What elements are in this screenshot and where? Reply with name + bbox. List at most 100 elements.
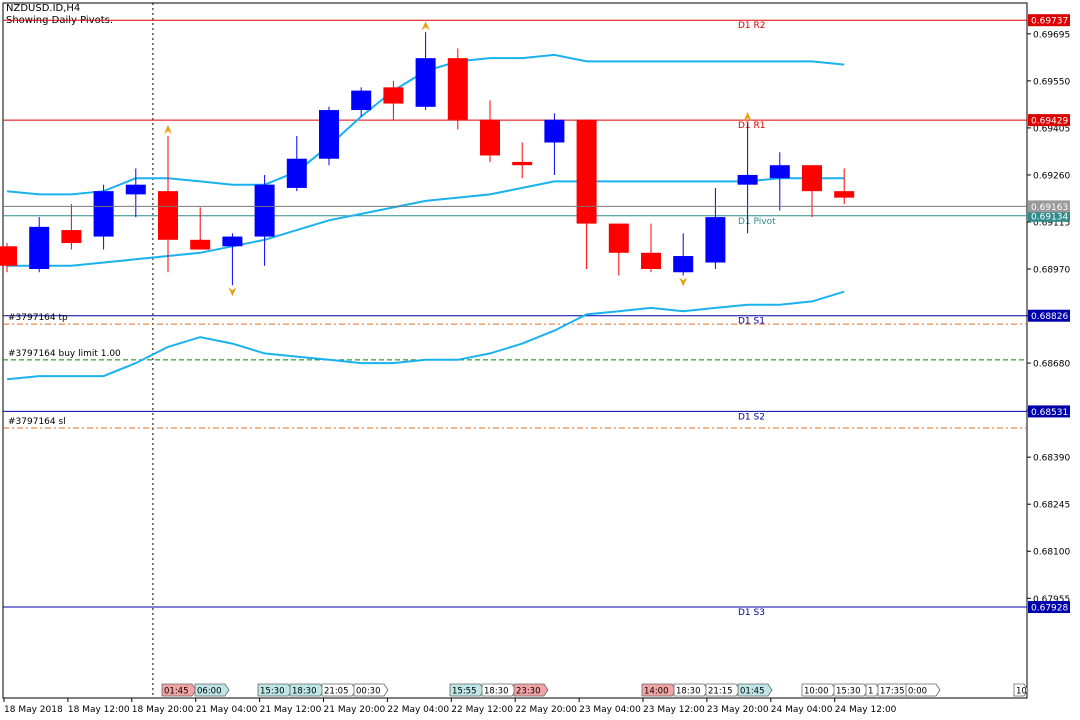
- time-tag[interactable]: [1013, 683, 1029, 697]
- candle-body[interactable]: [447, 58, 468, 120]
- candle-body[interactable]: [480, 119, 500, 156]
- y-tick-label: 0.68390: [1033, 454, 1070, 464]
- y-tick-label: 0.68100: [1033, 548, 1070, 558]
- x-tick-label: 22 May 20:00: [515, 705, 577, 715]
- time-tag-label: 14:00: [644, 687, 669, 697]
- time-tag-label: 17:35: [880, 687, 905, 697]
- y-tick-label: 0.69550: [1033, 77, 1070, 87]
- time-tag-label: 10:00: [804, 687, 829, 697]
- time-tag-label: 01:45: [164, 687, 189, 697]
- pivot-price-tag: [1028, 309, 1070, 322]
- plot-frame: [2, 2, 1028, 699]
- y-tick-label: 0.68970: [1033, 266, 1070, 276]
- candle-body[interactable]: [544, 119, 565, 143]
- candle-body[interactable]: [286, 158, 307, 188]
- x-tick-label: 22 May 04:00: [387, 705, 449, 715]
- candle-body[interactable]: [125, 184, 146, 195]
- time-tag-label: 23:30: [516, 687, 541, 697]
- candle-body[interactable]: [190, 239, 211, 250]
- x-tick-label: 24 May 12:00: [835, 705, 897, 715]
- candle-body[interactable]: [769, 165, 790, 179]
- time-tag[interactable]: [194, 683, 230, 697]
- time-tag-label: 0:00: [908, 687, 927, 697]
- current-price-tag: [1028, 200, 1070, 213]
- time-tag[interactable]: [737, 683, 773, 697]
- candle-body[interactable]: [705, 217, 726, 263]
- x-tick-label: 18 May 20:00: [132, 705, 194, 715]
- time-tag-label: 15:30: [836, 687, 861, 697]
- candle-body[interactable]: [158, 191, 178, 240]
- candle-body[interactable]: [222, 236, 243, 247]
- time-tag[interactable]: [513, 683, 549, 697]
- time-tag[interactable]: [353, 683, 389, 697]
- pivot-label: D1 S3: [738, 608, 765, 618]
- pivot-price-tag-label: 0.69429: [1031, 117, 1068, 127]
- candle-body[interactable]: [737, 174, 758, 185]
- band-lower-line: [6, 290, 845, 381]
- pivot-price-tag: [1028, 114, 1070, 127]
- y-tick-label: 0.68245: [1033, 501, 1070, 511]
- y-tick-label: 0.69115: [1033, 218, 1070, 228]
- pivot-price-tag-label: 0.68531: [1031, 408, 1068, 418]
- time-tag-label: 1: [868, 687, 873, 697]
- y-tick-label: 0.69695: [1033, 30, 1070, 40]
- pivot-price-tag: [1028, 601, 1070, 614]
- candle-body[interactable]: [608, 223, 629, 253]
- candle-body[interactable]: [0, 246, 17, 266]
- candle-body[interactable]: [834, 191, 855, 198]
- candle-body[interactable]: [319, 110, 339, 159]
- fractal-up-arrow: [421, 21, 430, 31]
- pivot-price-tag-label: 0.68826: [1031, 312, 1068, 322]
- y-tick-label: 0.68680: [1033, 360, 1070, 370]
- pivot-label: D1 S1: [738, 317, 765, 327]
- pivot-label: D1 S2: [738, 412, 765, 422]
- time-tag[interactable]: [161, 683, 197, 697]
- candle-body[interactable]: [351, 90, 372, 111]
- candle-body[interactable]: [802, 165, 822, 192]
- candle-body[interactable]: [641, 252, 661, 270]
- time-tag-label: 21:15: [708, 687, 733, 697]
- x-tick-label: 23 May 12:00: [643, 705, 705, 715]
- candle-body[interactable]: [576, 119, 597, 224]
- pivot-price-tag: [1028, 405, 1070, 418]
- time-tag-label: 15:55: [452, 687, 477, 697]
- fractal-down-arrow: [228, 287, 237, 297]
- candle-body[interactable]: [383, 87, 404, 104]
- candle-body[interactable]: [254, 184, 275, 237]
- x-tick-label: 18 May 2018: [4, 705, 63, 715]
- time-tag-label: 00:30: [356, 687, 381, 697]
- candle-body[interactable]: [61, 230, 82, 244]
- time-tag-label: 01:45: [740, 687, 765, 697]
- order-label: #3797164 tp: [8, 313, 68, 323]
- pivot-label: D1 R2: [738, 21, 766, 31]
- x-tick-label: 21 May 04:00: [196, 705, 258, 715]
- order-label: #3797164 sl: [8, 417, 66, 427]
- x-tick-label: 23 May 04:00: [579, 705, 641, 715]
- candle-body[interactable]: [512, 161, 533, 166]
- y-tick-label: 0.69405: [1033, 124, 1070, 134]
- x-tick-label: 22 May 12:00: [451, 705, 513, 715]
- candle-body[interactable]: [29, 226, 50, 270]
- order-label: #3797164 buy limit 1.00: [8, 349, 121, 359]
- band-middle-line: [7, 177, 845, 267]
- fractal-down-arrow: [679, 277, 688, 287]
- pivot-label: D1 Pivot: [738, 217, 776, 227]
- candle-body[interactable]: [93, 191, 114, 237]
- x-tick-label: 21 May 12:00: [260, 705, 322, 715]
- fractal-up-arrow: [164, 125, 172, 135]
- time-tag-label: 21:05: [324, 687, 349, 697]
- time-tag[interactable]: [905, 683, 941, 697]
- time-tag-label: 06:00: [197, 687, 222, 697]
- x-tick-label: 18 May 12:00: [68, 705, 130, 715]
- time-tag-label: 10: [1016, 687, 1027, 697]
- y-tick-label: 0.67955: [1033, 595, 1070, 605]
- candle-body[interactable]: [673, 256, 694, 273]
- time-tag-label: 18:30: [676, 687, 701, 697]
- pivot-price-tag-label: 0.67928: [1031, 604, 1068, 614]
- x-tick-label: 23 May 20:00: [707, 705, 769, 715]
- pivot-label: D1 R1: [738, 121, 766, 131]
- candle-body[interactable]: [415, 58, 436, 107]
- time-tag-label: 18:30: [484, 687, 509, 697]
- pivot-price-tag-label: 0.69737: [1031, 17, 1068, 27]
